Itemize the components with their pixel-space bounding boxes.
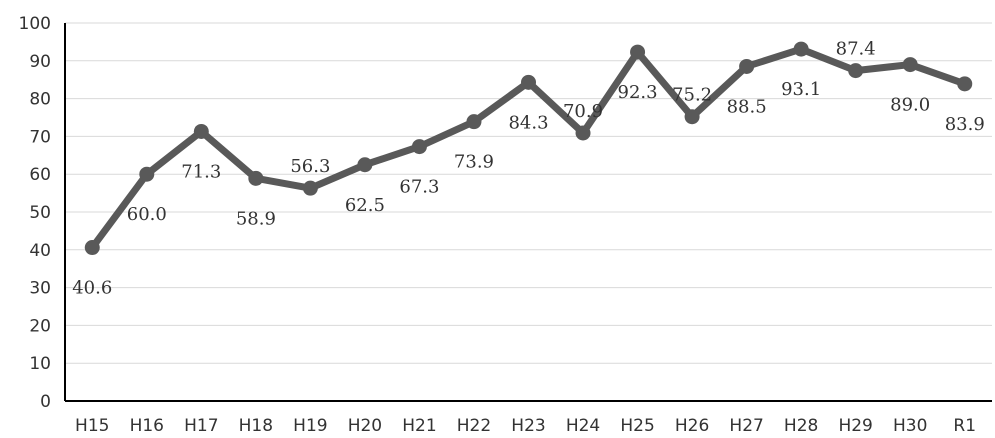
- data-point: [684, 109, 700, 125]
- x-tick-label: H28: [784, 416, 818, 436]
- x-tick-label: H20: [348, 416, 382, 436]
- data-point: [521, 74, 536, 90]
- x-tick-label: H21: [402, 416, 436, 436]
- y-tick-label: 80: [29, 90, 51, 110]
- y-tick-label: 40: [29, 241, 51, 261]
- data-label: 84.3: [508, 112, 548, 133]
- x-tick-label: H18: [239, 416, 273, 436]
- data-point: [630, 44, 646, 60]
- data-label: 70.9: [563, 101, 603, 122]
- data-point: [84, 240, 100, 256]
- x-tick-label: H26: [675, 416, 709, 436]
- axes: [64, 23, 992, 402]
- y-tick-label: 100: [19, 14, 51, 34]
- data-label: 62.5: [345, 195, 385, 216]
- x-tick-label: H16: [130, 416, 164, 436]
- x-tick-label: H19: [293, 416, 327, 436]
- data-label: 87.4: [836, 39, 876, 60]
- data-label: 75.2: [672, 85, 712, 106]
- series: [84, 41, 973, 256]
- data-label: 71.3: [181, 161, 221, 182]
- data-label: 40.6: [72, 278, 112, 299]
- y-tick-label: 60: [29, 165, 51, 185]
- data-point: [193, 123, 209, 139]
- y-tick-label: 30: [29, 279, 51, 299]
- y-tick-label: 20: [29, 316, 51, 336]
- y-tick-label: 0: [40, 392, 51, 412]
- data-label: 56.3: [290, 156, 330, 177]
- data-label: 67.3: [399, 177, 439, 198]
- data-label: 73.9: [454, 152, 494, 173]
- data-point: [739, 58, 755, 74]
- data-label: 89.0: [890, 95, 930, 116]
- x-tick-label: H24: [566, 416, 600, 436]
- x-tick-label: H17: [184, 416, 218, 436]
- x-tick-label: R1: [953, 416, 976, 436]
- y-tick-label: 70: [29, 127, 51, 147]
- data-point: [411, 139, 427, 155]
- y-tick-label: 50: [29, 203, 51, 223]
- data-point: [957, 76, 973, 92]
- y-tick-labels: 0 10 20 30 40 50 60 70 80 90 100: [19, 14, 51, 412]
- x-tick-label: H22: [457, 416, 491, 436]
- x-tick-labels: H15 H16 H17 H18 H19 H20 H21 H22 H23 H24 H25 H26 H27 H…: [75, 416, 976, 436]
- data-point: [139, 166, 155, 182]
- gridlines: [65, 22, 992, 364]
- data-label: 92.3: [618, 82, 658, 103]
- y-tick-label: 10: [29, 354, 51, 374]
- x-tick-label: H27: [729, 416, 763, 436]
- data-point: [575, 125, 591, 141]
- data-point: [248, 170, 264, 186]
- data-labels: 40.6 60.0 71.3 58.9 56.3 62.5 67.3 73.9 84.3 70.9…: [72, 39, 985, 299]
- data-point: [357, 157, 373, 173]
- data-label: 60.0: [127, 204, 167, 225]
- x-tick-label: H15: [75, 416, 109, 436]
- data-label: 83.9: [945, 114, 985, 135]
- data-label: 88.5: [727, 96, 767, 117]
- x-tick-label: H25: [620, 416, 654, 436]
- data-point: [793, 41, 809, 57]
- x-tick-label: H23: [511, 416, 545, 436]
- x-tick-label: H30: [893, 416, 927, 436]
- data-label: 58.9: [236, 208, 276, 229]
- x-tick-label: H29: [838, 416, 872, 436]
- data-point: [848, 63, 864, 79]
- data-point: [466, 114, 482, 130]
- data-label: 93.1: [781, 79, 821, 100]
- y-tick-label: 90: [29, 52, 51, 72]
- data-point: [902, 57, 918, 73]
- data-point: [302, 180, 318, 196]
